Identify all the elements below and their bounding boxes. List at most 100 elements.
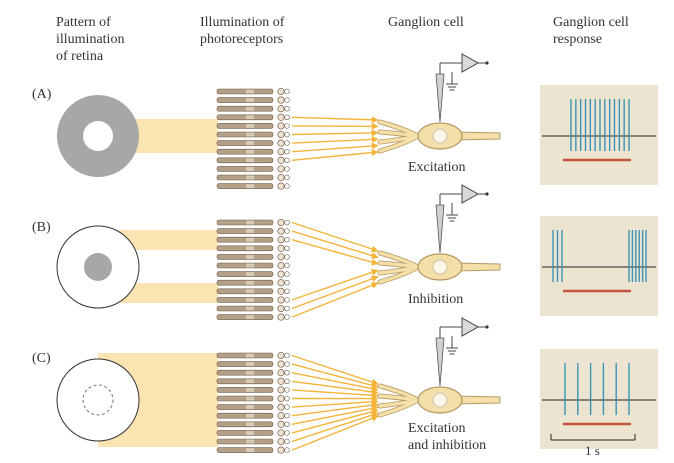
nucleus	[432, 259, 448, 275]
photoreceptor-segment	[246, 448, 254, 453]
photoreceptor-segment	[246, 246, 254, 251]
signal-arrow	[291, 405, 379, 425]
photoreceptor	[216, 297, 274, 303]
caption-a: Excitation	[408, 160, 466, 175]
caption-c: Excitation and inhibition	[408, 421, 487, 453]
photoreceptor-segment	[246, 297, 254, 302]
photoreceptor-segment	[246, 106, 254, 111]
retina-center-lit	[83, 121, 113, 151]
photoreceptor	[216, 395, 274, 402]
photoreceptor-segment	[246, 387, 254, 392]
photoreceptor-segment	[246, 123, 254, 128]
signal-arrow	[291, 221, 379, 253]
photoreceptor-segment	[246, 132, 254, 137]
photoreceptor-segment	[246, 396, 254, 401]
photoreceptor-terminal	[284, 288, 290, 294]
signal-arrow	[291, 380, 379, 396]
photoreceptor-terminal	[277, 156, 285, 164]
photoreceptor-segment	[246, 315, 254, 320]
photoreceptor	[216, 314, 274, 320]
electrode	[435, 73, 445, 123]
photoreceptor-terminal	[277, 87, 285, 96]
photoreceptor-segment	[246, 272, 254, 277]
photoreceptor	[216, 279, 274, 286]
photoreceptor	[216, 114, 274, 121]
photoreceptor-segment	[246, 430, 254, 435]
photoreceptor-terminal	[277, 253, 285, 261]
photoreceptor-segment	[246, 413, 254, 418]
signal-arrow	[291, 268, 379, 301]
photoreceptor	[216, 166, 274, 172]
photoreceptor-terminal	[284, 262, 290, 269]
panel-a	[57, 53, 658, 190]
photoreceptor-segment	[246, 89, 254, 94]
photoreceptor-terminal	[277, 279, 285, 287]
photoreceptor-terminal	[284, 378, 290, 384]
photoreceptor	[216, 262, 274, 269]
electrode	[435, 204, 445, 254]
photoreceptor-terminal	[277, 369, 285, 377]
photoreceptor-terminal	[284, 245, 290, 252]
photoreceptor-terminal	[277, 139, 285, 147]
photoreceptor-terminal	[284, 404, 290, 410]
photoreceptor-terminal	[277, 113, 285, 121]
response-panel	[540, 85, 658, 185]
photoreceptor-terminal	[284, 305, 290, 312]
photoreceptor-terminal	[284, 438, 290, 445]
photoreceptor-segment	[246, 98, 254, 103]
photoreceptor-segment	[246, 353, 254, 358]
photoreceptor	[216, 219, 274, 226]
photoreceptor-terminal	[284, 166, 290, 172]
signal-arrow	[291, 149, 379, 161]
photoreceptor-terminal	[284, 297, 290, 303]
photoreceptor	[216, 387, 274, 393]
signal-arrow	[291, 129, 379, 137]
header-response: Ganglion cell response	[553, 15, 629, 47]
photoreceptor	[216, 157, 274, 164]
signal-arrow	[291, 230, 379, 259]
photoreceptor-segment	[246, 166, 254, 171]
photoreceptor-segment	[246, 149, 254, 154]
photoreceptor-terminal	[277, 287, 285, 295]
photoreceptor	[216, 140, 274, 146]
photoreceptor-terminal	[277, 270, 285, 278]
photoreceptor-terminal	[277, 96, 285, 104]
signal-arrow	[291, 239, 379, 266]
scale-bar	[550, 434, 636, 441]
photoreceptor-terminal	[284, 361, 290, 367]
panel-label-c: (C)	[32, 351, 51, 366]
photoreceptor-terminal	[284, 314, 290, 320]
photoreceptor-segment	[246, 362, 254, 367]
amplifier	[461, 317, 480, 337]
panel-c	[56, 317, 658, 454]
photoreceptor-segment	[246, 263, 254, 268]
photoreceptor	[216, 236, 274, 243]
photoreceptor-segment	[246, 306, 254, 311]
photoreceptor-terminal	[277, 437, 285, 446]
panel-label-b: (B)	[32, 220, 51, 235]
retina-full-lit	[56, 358, 140, 442]
output-terminal	[485, 192, 489, 196]
photoreceptor-segment	[246, 439, 254, 444]
signal-arrow	[291, 122, 379, 130]
amplifier	[461, 53, 480, 73]
photoreceptor-terminal	[277, 148, 285, 156]
photoreceptor-segment	[246, 254, 254, 259]
photoreceptor-terminal	[284, 237, 290, 243]
photoreceptor	[216, 183, 274, 189]
dendrite-fill	[378, 265, 420, 284]
signal-arrow	[291, 408, 379, 434]
photoreceptor	[216, 352, 274, 359]
signal-arrow	[291, 415, 379, 451]
amplifier	[461, 184, 480, 204]
response-panel	[540, 216, 658, 316]
photoreceptor-terminal	[284, 421, 290, 427]
photoreceptor-segment	[246, 220, 254, 225]
photoreceptor-terminal	[277, 394, 285, 403]
photoreceptor-terminal	[284, 413, 290, 419]
photoreceptor-terminal	[284, 88, 290, 95]
photoreceptor-terminal	[277, 122, 285, 130]
signal-arrow	[291, 142, 379, 153]
